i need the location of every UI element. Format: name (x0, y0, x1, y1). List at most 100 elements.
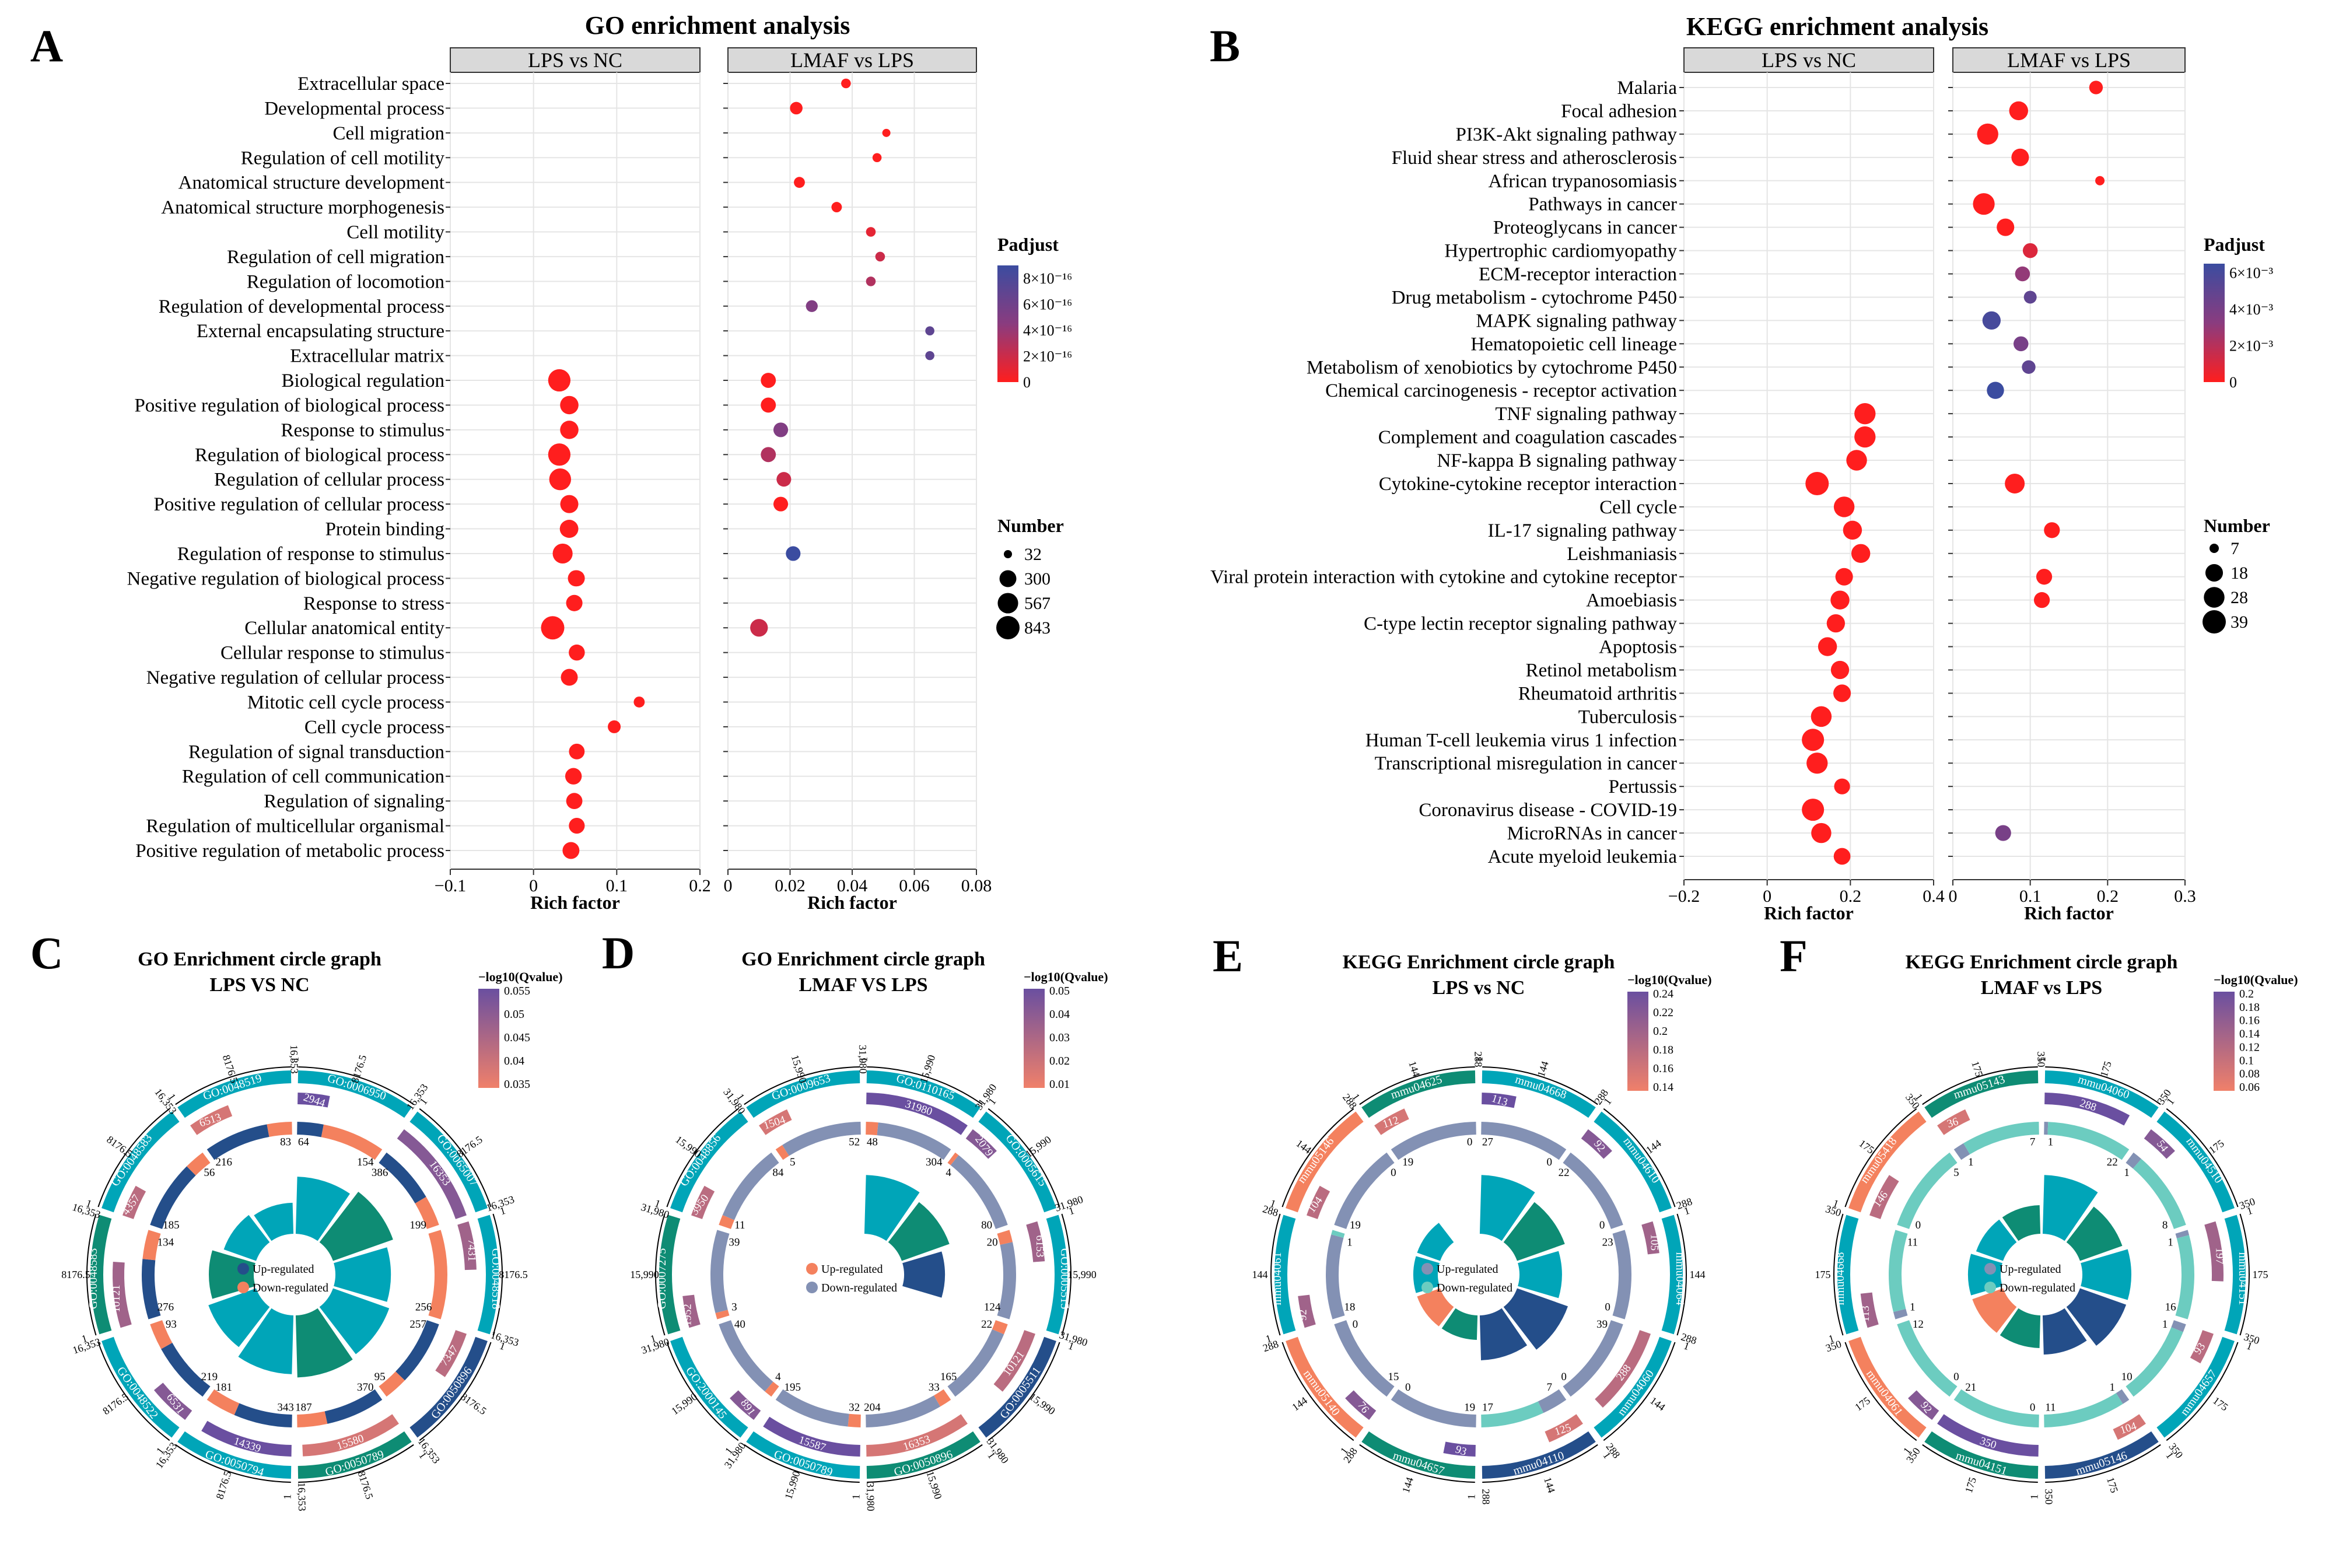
sector-axis (86, 1213, 97, 1336)
tick-label: 175 (2098, 1060, 2113, 1079)
sector-band (746, 1431, 860, 1479)
down-count: 0 (1405, 1381, 1411, 1394)
down-bar (1481, 1401, 1544, 1427)
inner-wedge (208, 1288, 270, 1348)
count-label: 15587 (797, 1434, 828, 1454)
up-count: 0 (1916, 1219, 1921, 1231)
tick-label: 8176.5 (213, 1469, 233, 1500)
data-point (2022, 360, 2036, 374)
count-bar (1908, 1390, 1939, 1420)
term-label: Human T-cell leukemia virus 1 infection (1365, 730, 1677, 751)
legend-label: Down-regulated (253, 1282, 328, 1294)
up-count: 11 (734, 1219, 745, 1231)
legend-label: 18 (2231, 564, 2248, 583)
up-count: 1 (2110, 1381, 2116, 1394)
down-bar (877, 1122, 951, 1160)
legend-label: 0.04 (1049, 1008, 1070, 1021)
count-label: 6513 (198, 1111, 223, 1130)
sector-id: GO:0050789 (772, 1448, 834, 1479)
term-label: Transcriptional misregulation in cancer (1375, 753, 1677, 774)
sector-axis (1676, 1213, 1687, 1336)
legend-label: 0 (1023, 374, 1031, 391)
tick-label: 350 (2035, 1051, 2047, 1067)
tick-label: 15,990 (1023, 1133, 1053, 1160)
sector-id: mmu04151 (2236, 1252, 2249, 1305)
tick-label: 16,353 (416, 1436, 443, 1466)
data-point (569, 644, 585, 661)
count-bar (866, 1093, 968, 1135)
count-label: 31980 (904, 1098, 934, 1118)
data-point (552, 543, 573, 564)
term-label: Chemical carcinogenesis - receptor activ… (1325, 380, 1677, 401)
count-bar (1545, 1414, 1583, 1443)
data-point (2044, 522, 2060, 538)
legend-label: 0.02 (1049, 1055, 1070, 1068)
up-bar (719, 1214, 734, 1229)
up-count: 1 (2048, 1136, 2054, 1149)
circos-D: GO Enrichment circle graph LMAF VS LPS −lo… (630, 949, 1108, 1511)
up-count: 19 (1350, 1219, 1361, 1231)
tick-label: 16,353 (404, 1082, 430, 1112)
term-label: NF-kappa B signaling pathway (1437, 450, 1677, 471)
term-label: Regulation of developmental process (159, 296, 444, 317)
up-bar (234, 1403, 292, 1427)
count-bar (2044, 1093, 2130, 1126)
sector-band (978, 1111, 1056, 1213)
down-count: 195 (784, 1381, 801, 1394)
term-label: Leishmaniasis (1567, 544, 1677, 565)
chart-title: KEGG Enrichment circle graph (1343, 951, 1615, 973)
down-count: 124 (984, 1301, 1001, 1314)
term-label: C-type lectin receptor signaling pathway (1364, 614, 1677, 635)
sector-band (866, 1431, 981, 1479)
down-count: 256 (415, 1301, 432, 1314)
term-label: Amoebiasis (1586, 590, 1677, 611)
data-point (786, 546, 801, 561)
down-count: 83 (280, 1136, 291, 1149)
data-point (761, 447, 776, 463)
count-label: 105 (1648, 1234, 1661, 1251)
legend-down-swatch (806, 1282, 818, 1293)
sector-band (1848, 1111, 1927, 1213)
legend-title: −log10(Qvalue) (2214, 972, 2298, 987)
tick-label: 288 (1472, 1051, 1484, 1067)
legend-label: 843 (1024, 618, 1051, 638)
tick-label: 1 (1473, 1056, 1484, 1062)
legend-colorbar (1627, 992, 1648, 1091)
data-point (1806, 752, 1828, 774)
data-point (560, 421, 579, 439)
tick-label: 175 (1963, 1476, 1979, 1494)
chart-title: KEGG Enrichment circle graph (1906, 951, 2178, 973)
up-count: 15 (1388, 1371, 1399, 1383)
axis-label: Rich factor (1764, 902, 1854, 923)
legend-colorbar (2204, 264, 2225, 382)
up-bar (2126, 1152, 2142, 1169)
inner-wedge (1503, 1288, 1568, 1350)
legend-label: 8×10⁻¹⁶ (1023, 270, 1072, 287)
inner-wedge (238, 1308, 294, 1374)
data-point (1826, 614, 1846, 633)
inner-wedge (1417, 1223, 1454, 1261)
up-count: 5 (790, 1156, 796, 1168)
sector-band (746, 1070, 860, 1118)
inner-wedge (864, 1175, 920, 1241)
data-point (1802, 799, 1825, 821)
legend-label: Down-regulated (2000, 1282, 2075, 1294)
inner-wedge (254, 1202, 294, 1241)
tick-label: 0.06 (899, 876, 930, 895)
tick-label: 1 (416, 1450, 429, 1461)
count-bar (201, 1420, 292, 1457)
data-point (1833, 848, 1851, 865)
down-bar (150, 1320, 173, 1349)
down-bar (2044, 1393, 2123, 1427)
down-count: 181 (215, 1381, 232, 1394)
inner-wedge (1518, 1251, 1562, 1298)
legend-label: 0.2 (1653, 1025, 1668, 1038)
tick-label: 0 (1763, 887, 1771, 906)
term-label: Drug metabolism - cytochrome P450 (1392, 287, 1677, 308)
down-count: 134 (157, 1236, 174, 1248)
term-label: Regulation of cellular process (214, 470, 444, 491)
facet-panel (450, 72, 701, 870)
data-point (2089, 80, 2103, 94)
legend-label: 4×10⁻¹⁶ (1023, 322, 1072, 339)
sector-axis (1061, 1213, 1072, 1336)
